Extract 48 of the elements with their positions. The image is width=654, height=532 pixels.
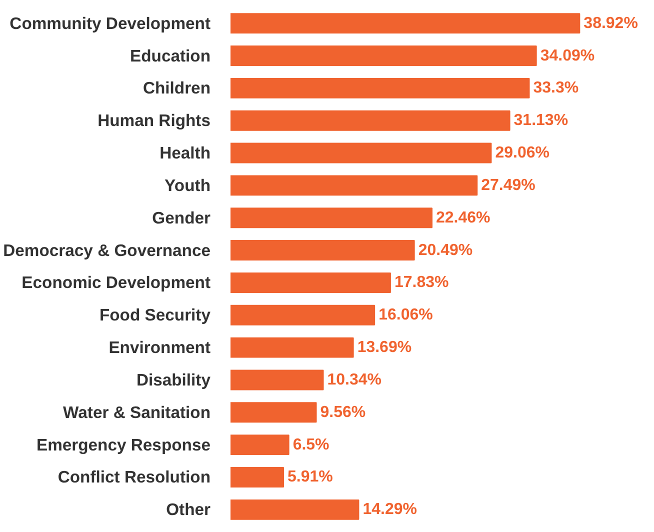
data-label: 29.06%: [495, 144, 550, 162]
y-tick-label: Emergency Response: [36, 435, 211, 454]
bar: [230, 370, 324, 390]
y-tick-label: Community Development: [10, 14, 211, 33]
data-label: 16.06%: [378, 306, 433, 324]
y-tick-label: Children: [142, 78, 211, 98]
y-tick-label: Disability: [136, 370, 212, 390]
bar: [230, 142, 492, 164]
data-label: 34.09%: [540, 47, 595, 64]
bar: [230, 272, 391, 293]
bar: [230, 434, 290, 456]
bar: [230, 208, 432, 228]
y-tick-label: Food Security: [99, 306, 212, 325]
y-tick-label: Democracy & Governance: [3, 240, 210, 260]
bar: [230, 240, 415, 261]
data-label: 10.34%: [327, 371, 382, 388]
data-label: 9.56%: [320, 404, 366, 421]
bar: [230, 402, 317, 423]
data-label: 31.13%: [514, 112, 568, 130]
y-tick-label: Gender: [152, 208, 212, 228]
y-tick-label: Education: [130, 46, 211, 66]
data-label: 6.5%: [292, 436, 330, 454]
data-label: 17.83%: [394, 274, 449, 292]
y-tick-label: Youth: [164, 176, 211, 195]
y-tick-label: Human Rights: [98, 111, 211, 130]
bar: [230, 337, 354, 358]
y-tick-label: Environment: [108, 338, 211, 358]
bar: [230, 304, 376, 326]
bar: [230, 46, 537, 66]
data-label: 27.49%: [481, 176, 536, 194]
data-label: 38.92%: [584, 14, 638, 32]
bar: [230, 13, 580, 34]
data-label: 22.46%: [436, 209, 490, 226]
y-tick-label: Other: [166, 500, 212, 520]
data-label: 20.49%: [418, 242, 473, 259]
y-tick-label: Economic Development: [22, 273, 211, 292]
bar: [230, 499, 360, 520]
bar: [230, 110, 510, 131]
bar: [230, 175, 478, 196]
data-label: 33.3%: [533, 80, 579, 97]
bar: [230, 78, 530, 98]
bar: [230, 467, 284, 488]
y-tick-label: Health: [160, 144, 210, 163]
data-label: 14.29%: [362, 501, 417, 518]
y-tick-label: Conflict Resolution: [58, 468, 210, 487]
data-label: 13.69%: [357, 339, 412, 356]
data-label: 5.91%: [288, 468, 333, 486]
y-tick-label: Water & Sanitation: [63, 402, 211, 422]
